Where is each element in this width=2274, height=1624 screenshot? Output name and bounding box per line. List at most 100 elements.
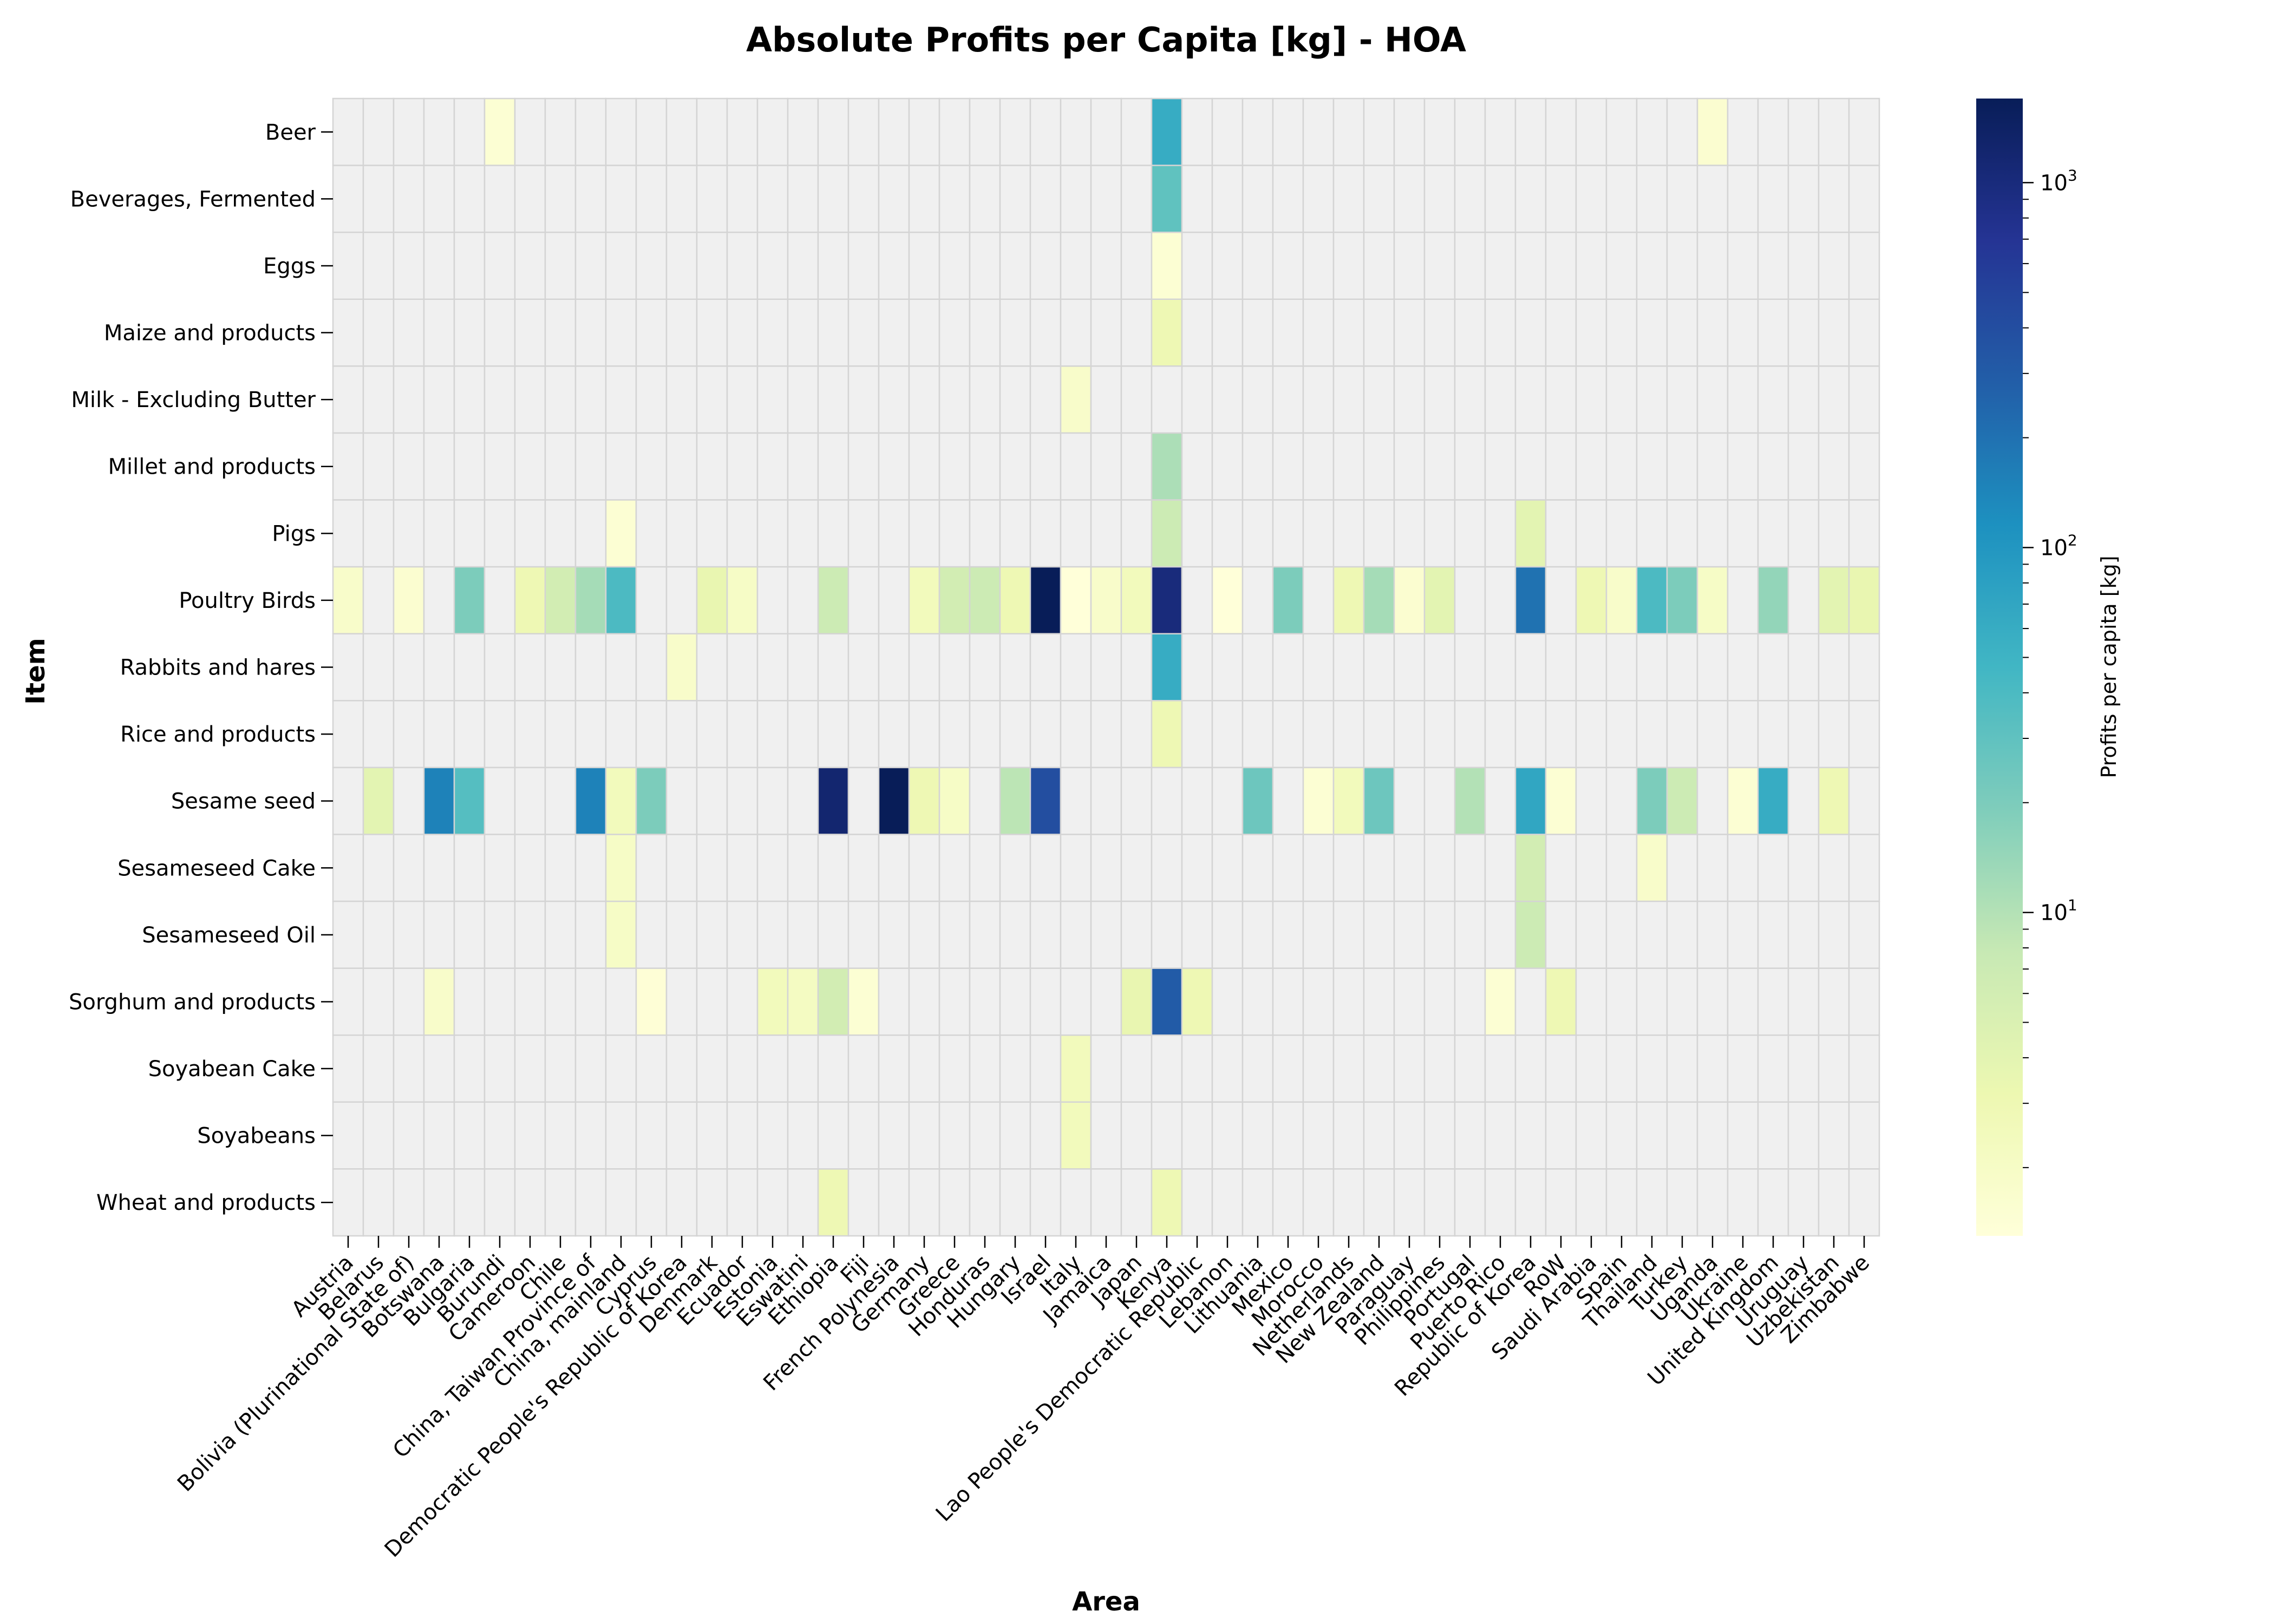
- empty-cell-sesameseed-oil-kenya: [1151, 900, 1183, 969]
- empty-cell-eggs-democratic-people-s-republic-of-korea: [665, 231, 698, 300]
- empty-cell-pigs-burundi: [483, 499, 516, 568]
- heatmap-cell-pigs-china-mainland: [605, 499, 637, 568]
- empty-cell-soyabean-cake-uzbekistan: [1818, 1034, 1850, 1103]
- heatmap-cell-millet-and-products-kenya: [1151, 432, 1183, 501]
- empty-cell-sorghum-and-products-zimbabwe: [1848, 967, 1880, 1036]
- empty-cell-wheat-and-products-new-zealand: [1363, 1168, 1395, 1237]
- empty-cell-sesameseed-cake-botswana: [423, 834, 455, 902]
- empty-cell-sesame-seed-ecuador: [726, 767, 759, 835]
- empty-cell-rice-and-products-democratic-people-s-republic-of-korea: [665, 700, 698, 769]
- empty-cell-beer-ukraine: [1727, 97, 1759, 166]
- heatmap-cell-poultry-birds-jamaica: [1090, 566, 1122, 634]
- empty-cell-beverages-fermented-uzbekistan: [1818, 165, 1850, 233]
- heatmap-cell-maize-and-products-kenya: [1151, 298, 1183, 367]
- empty-cell-rabbits-and-hares-china-mainland: [605, 633, 637, 702]
- empty-cell-beer-fiji: [847, 97, 880, 166]
- empty-cell-pigs-saudi-arabia: [1575, 499, 1608, 568]
- empty-cell-rabbits-and-hares-netherlands: [1332, 633, 1365, 702]
- heatmap-cell-sesame-seed-ethiopia: [817, 767, 850, 835]
- empty-cell-soyabean-cake-portugal: [1454, 1034, 1486, 1103]
- empty-cell-sesameseed-cake-eswatini: [787, 834, 819, 902]
- heatmap-cell-beer-burundi: [483, 97, 516, 166]
- empty-cell-beverages-fermented-republic-of-korea: [1514, 165, 1547, 233]
- empty-cell-rice-and-products-lebanon: [1211, 700, 1244, 769]
- heatmap-cell-sesameseed-oil-republic-of-korea: [1514, 900, 1547, 969]
- y-tick-label-sesameseed-oil: Sesameseed Oil: [142, 923, 316, 948]
- empty-cell-sesameseed-oil-chile: [544, 900, 577, 969]
- empty-cell-rice-and-products-belarus: [362, 700, 395, 769]
- empty-cell-pigs-paraguay: [1393, 499, 1426, 568]
- empty-cell-soyabean-cake-french-polynesia: [878, 1034, 910, 1103]
- empty-cell-sesameseed-cake-germany: [908, 834, 940, 902]
- empty-cell-beverages-fermented-germany: [908, 165, 940, 233]
- empty-cell-pigs-morocco: [1302, 499, 1335, 568]
- empty-cell-wheat-and-products-saudi-arabia: [1575, 1168, 1608, 1237]
- empty-cell-milk-excluding-butter-china-mainland: [605, 365, 637, 434]
- empty-cell-millet-and-products-morocco: [1302, 432, 1335, 501]
- empty-cell-wheat-and-products-row: [1545, 1168, 1577, 1237]
- heatmap-cell-wheat-and-products-kenya: [1151, 1168, 1183, 1237]
- empty-cell-soyabean-cake-japan: [1120, 1034, 1153, 1103]
- empty-cell-sesameseed-oil-lao-people-s-democratic-republic: [1181, 900, 1213, 969]
- empty-cell-poultry-birds-fiji: [847, 566, 880, 634]
- empty-cell-maize-and-products-thailand: [1636, 298, 1668, 367]
- empty-cell-milk-excluding-butter-chile: [544, 365, 577, 434]
- heatmap-cell-pigs-republic-of-korea: [1514, 499, 1547, 568]
- empty-cell-pigs-french-polynesia: [878, 499, 910, 568]
- empty-cell-soyabean-cake-eswatini: [787, 1034, 819, 1103]
- empty-cell-soyabeans-netherlands: [1332, 1101, 1365, 1170]
- empty-cell-pigs-israel: [1029, 499, 1062, 568]
- empty-cell-milk-excluding-butter-spain: [1605, 365, 1638, 434]
- empty-cell-sesameseed-oil-united-kingdom: [1757, 900, 1789, 969]
- empty-cell-rice-and-products-uzbekistan: [1818, 700, 1850, 769]
- empty-cell-wheat-and-products-bulgaria: [453, 1168, 486, 1237]
- heatmap-cell-poultry-birds-hungary: [999, 566, 1031, 634]
- empty-cell-milk-excluding-butter-row: [1545, 365, 1577, 434]
- empty-cell-pigs-germany: [908, 499, 940, 568]
- empty-cell-wheat-and-products-united-kingdom: [1757, 1168, 1789, 1237]
- empty-cell-millet-and-products-turkey: [1666, 432, 1698, 501]
- empty-cell-rice-and-products-ukraine: [1727, 700, 1759, 769]
- empty-cell-sesame-seed-estonia: [756, 767, 789, 835]
- empty-cell-maize-and-products-french-polynesia: [878, 298, 910, 367]
- empty-cell-sesameseed-oil-jamaica: [1090, 900, 1122, 969]
- empty-cell-soyabean-cake-republic-of-korea: [1514, 1034, 1547, 1103]
- empty-cell-millet-and-products-portugal: [1454, 432, 1486, 501]
- empty-cell-beverages-fermented-china-taiwan-province-of: [574, 165, 607, 233]
- empty-cell-sorghum-and-products-united-kingdom: [1757, 967, 1789, 1036]
- heatmap-cell-poultry-birds-bolivia-plurinational-state-of: [393, 566, 425, 634]
- empty-cell-milk-excluding-butter-saudi-arabia: [1575, 365, 1608, 434]
- empty-cell-beverages-fermented-denmark: [696, 165, 728, 233]
- heatmap-cell-eggs-kenya: [1151, 231, 1183, 300]
- empty-cell-maize-and-products-lithuania: [1241, 298, 1274, 367]
- empty-cell-beer-japan: [1120, 97, 1153, 166]
- empty-cell-rice-and-products-portugal: [1454, 700, 1486, 769]
- empty-cell-millet-and-products-jamaica: [1090, 432, 1122, 501]
- empty-cell-wheat-and-products-ecuador: [726, 1168, 759, 1237]
- empty-cell-soyabeans-bulgaria: [453, 1101, 486, 1170]
- empty-cell-sorghum-and-products-morocco: [1302, 967, 1335, 1036]
- empty-cell-milk-excluding-butter-turkey: [1666, 365, 1698, 434]
- empty-cell-beverages-fermented-austria: [332, 165, 364, 233]
- empty-cell-maize-and-products-cameroon: [514, 298, 546, 367]
- empty-cell-pigs-new-zealand: [1363, 499, 1395, 568]
- empty-cell-maize-and-products-uzbekistan: [1818, 298, 1850, 367]
- empty-cell-sesameseed-cake-new-zealand: [1363, 834, 1395, 902]
- empty-cell-milk-excluding-butter-uzbekistan: [1818, 365, 1850, 434]
- empty-cell-sesameseed-oil-germany: [908, 900, 940, 969]
- empty-cell-pigs-ukraine: [1727, 499, 1759, 568]
- empty-cell-rabbits-and-hares-eswatini: [787, 633, 819, 702]
- empty-cell-sorghum-and-products-republic-of-korea: [1514, 967, 1547, 1036]
- empty-cell-millet-and-products-spain: [1605, 432, 1638, 501]
- empty-cell-beer-republic-of-korea: [1514, 97, 1547, 166]
- empty-cell-pigs-uruguay: [1787, 499, 1820, 568]
- empty-cell-milk-excluding-butter-germany: [908, 365, 940, 434]
- empty-cell-beer-ethiopia: [817, 97, 850, 166]
- empty-cell-sorghum-and-products-new-zealand: [1363, 967, 1395, 1036]
- empty-cell-sesame-seed-burundi: [483, 767, 516, 835]
- empty-cell-soyabean-cake-morocco: [1302, 1034, 1335, 1103]
- empty-cell-beer-israel: [1029, 97, 1062, 166]
- empty-cell-millet-and-products-netherlands: [1332, 432, 1365, 501]
- heatmap-cell-sesame-seed-republic-of-korea: [1514, 767, 1547, 835]
- empty-cell-millet-and-products-paraguay: [1393, 432, 1426, 501]
